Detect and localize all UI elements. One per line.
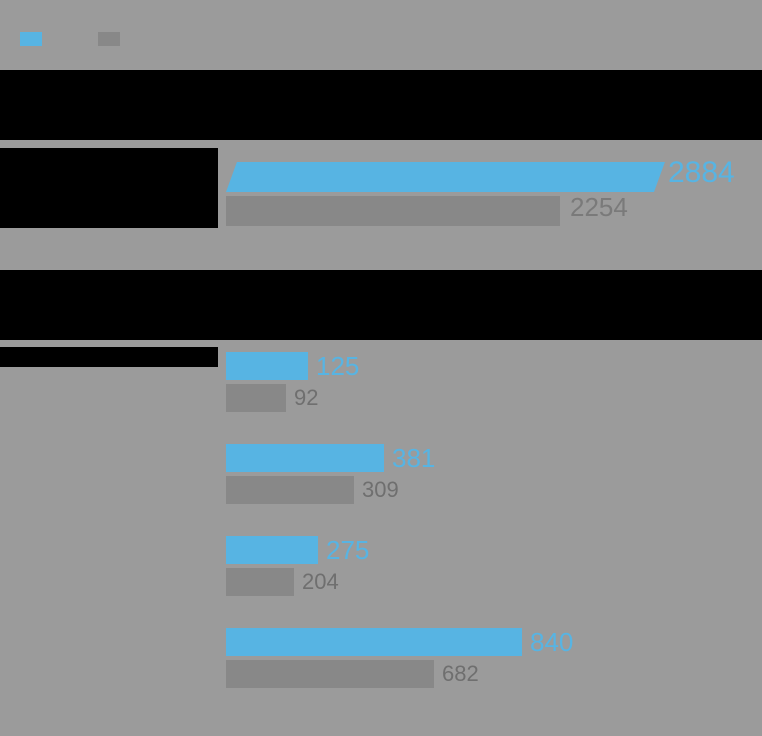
detail-section: 125 92 381 309 275 204 840 — [226, 352, 746, 720]
detail-bar-secondary: 682 — [226, 660, 746, 688]
bar-fill — [226, 384, 286, 412]
summary-value-primary: 2884 — [668, 156, 735, 190]
detail-pair: 840 682 — [226, 628, 746, 688]
bar-value: 125 — [316, 352, 359, 380]
summary-bar-secondary — [226, 196, 560, 226]
section-divider-2 — [0, 270, 762, 340]
bar-value: 840 — [530, 628, 573, 656]
bar-value: 92 — [294, 384, 318, 412]
bar-fill — [226, 444, 384, 472]
legend-item-primary — [20, 32, 50, 46]
bar-value: 204 — [302, 568, 339, 596]
bar-fill — [226, 536, 318, 564]
detail-bar-secondary: 204 — [226, 568, 746, 596]
detail-bar-primary: 840 — [226, 628, 746, 656]
legend-swatch-secondary — [98, 32, 120, 46]
bar-fill — [226, 568, 294, 596]
bar-fill — [226, 476, 354, 504]
detail-pair: 125 92 — [226, 352, 746, 412]
bar-value: 275 — [326, 536, 369, 564]
detail-bar-primary: 125 — [226, 352, 746, 380]
bar-value: 682 — [442, 660, 479, 688]
legend-swatch-primary — [20, 32, 42, 46]
detail-bar-primary: 275 — [226, 536, 746, 564]
bar-value: 381 — [392, 444, 435, 472]
detail-pair: 275 204 — [226, 536, 746, 596]
detail-bar-primary: 381 — [226, 444, 746, 472]
summary-value-secondary: 2254 — [570, 192, 628, 223]
bar-fill — [226, 660, 434, 688]
detail-bar-secondary: 92 — [226, 384, 746, 412]
legend-item-secondary — [98, 32, 128, 46]
bar-value: 309 — [362, 476, 399, 504]
bar-fill — [226, 352, 308, 380]
detail-bar-secondary: 309 — [226, 476, 746, 504]
legend — [20, 32, 128, 46]
section2-left-band — [0, 347, 218, 367]
bar-fill — [226, 628, 522, 656]
summary-bar-primary — [226, 162, 665, 192]
section-divider-1 — [0, 70, 762, 140]
detail-pair: 381 309 — [226, 444, 746, 504]
summary-row-label-box — [0, 148, 218, 228]
